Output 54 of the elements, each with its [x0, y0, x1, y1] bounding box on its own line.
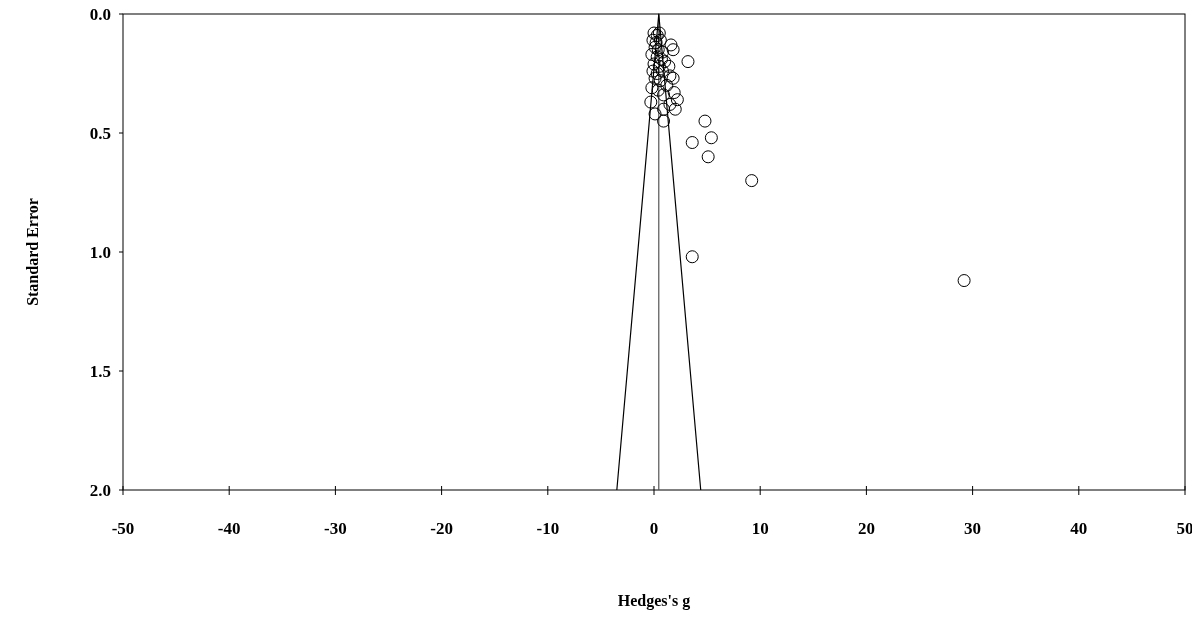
y-tick-label: 0.0 — [89, 4, 111, 24]
point — [681, 55, 695, 69]
y-axis-title: Standard Error — [24, 198, 41, 306]
point — [654, 52, 668, 66]
point — [650, 50, 664, 64]
point — [668, 102, 682, 116]
x-tick-label: -10 — [536, 519, 560, 538]
point — [704, 131, 718, 145]
point — [745, 174, 759, 188]
point — [651, 83, 665, 97]
x-tick-label: 50 — [1176, 519, 1194, 538]
point — [698, 114, 712, 128]
point — [653, 74, 667, 88]
x-tick-label: -50 — [111, 519, 135, 538]
point — [656, 64, 669, 78]
point — [663, 97, 677, 111]
point — [657, 102, 671, 116]
point — [656, 45, 669, 59]
y-tick-label: 2.0 — [89, 480, 111, 500]
x-tick-label: -20 — [430, 519, 453, 538]
point — [646, 64, 660, 78]
x-tick-label: 0 — [649, 519, 659, 538]
point — [652, 59, 666, 73]
point — [957, 274, 971, 288]
x-tick-label: 40 — [1070, 519, 1088, 538]
point — [670, 93, 684, 107]
point — [645, 47, 659, 61]
point — [650, 67, 664, 80]
point — [658, 55, 672, 69]
point — [685, 136, 699, 150]
x-axis-title: Hedges's g — [617, 592, 691, 610]
x-tick-label: -30 — [324, 519, 347, 538]
point — [657, 88, 671, 102]
point — [666, 43, 680, 57]
point — [645, 81, 659, 95]
point — [660, 78, 674, 92]
x-tick-label: 10 — [751, 519, 769, 538]
x-tick-label: -40 — [217, 519, 241, 538]
x-tick-label: 20 — [857, 519, 875, 538]
point — [664, 38, 678, 52]
point — [647, 57, 661, 71]
point — [657, 114, 671, 128]
y-tick-label: 1.0 — [89, 242, 111, 262]
point — [644, 95, 658, 109]
y-tick-label: 0.5 — [89, 123, 111, 143]
point — [685, 250, 699, 264]
point — [648, 71, 662, 85]
point — [653, 33, 667, 47]
point — [648, 107, 662, 121]
point — [667, 86, 681, 100]
point — [662, 59, 676, 73]
y-tick-label: 1.5 — [89, 361, 111, 381]
point — [701, 150, 715, 164]
x-tick-label: 30 — [964, 519, 982, 538]
